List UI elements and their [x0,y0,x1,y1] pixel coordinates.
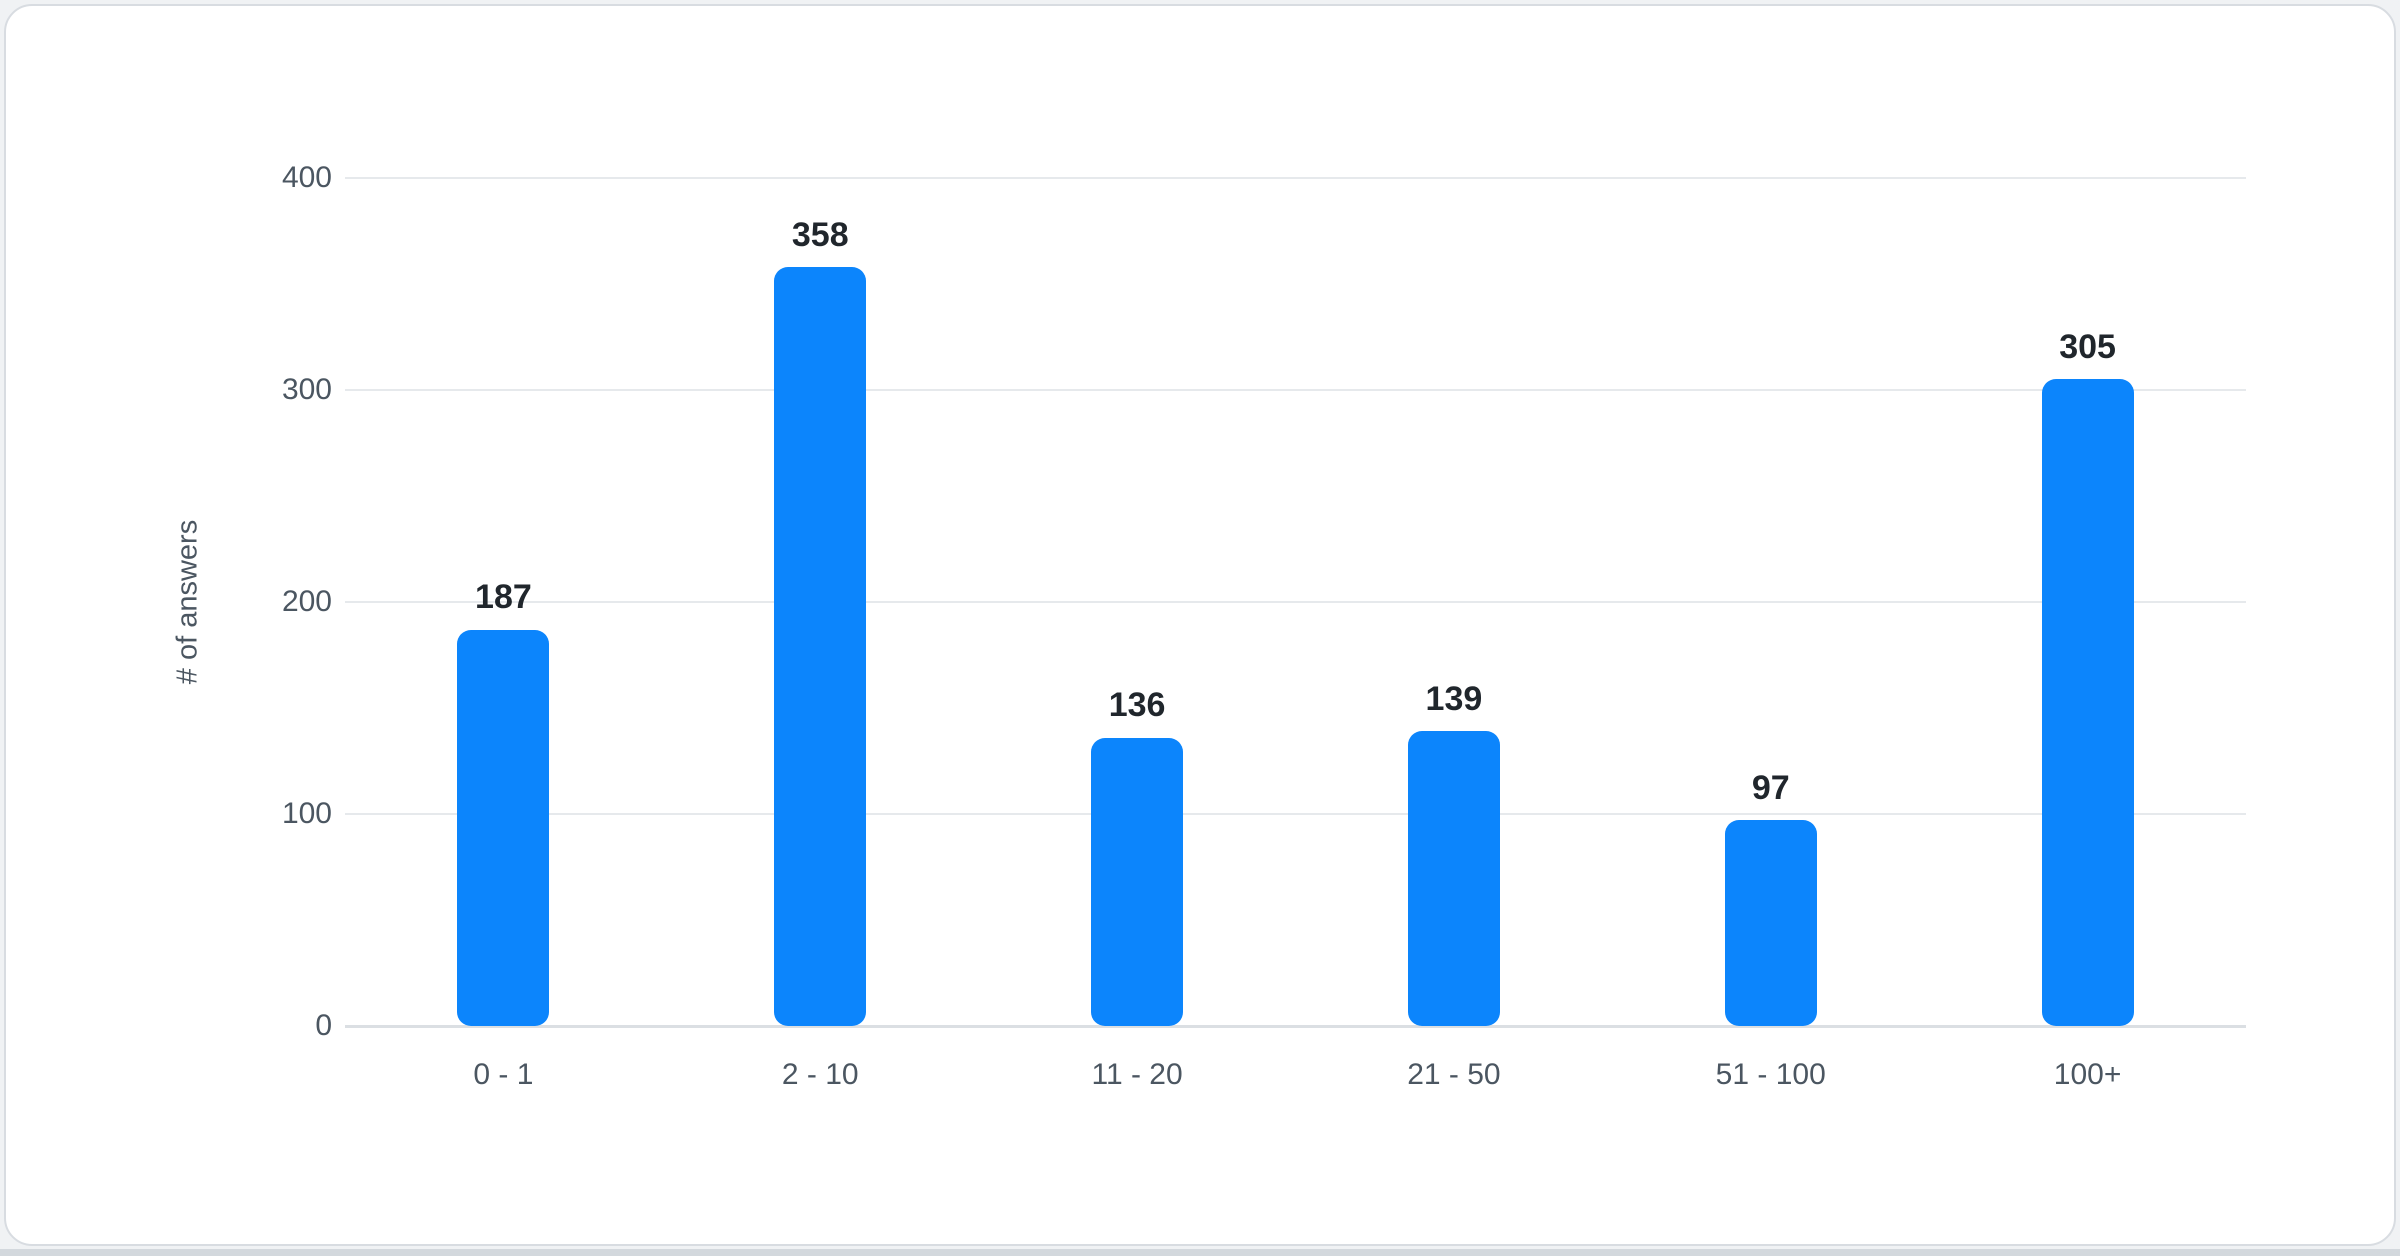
gridline-100 [345,813,2246,815]
bar [1724,820,1817,1026]
gridline-400 [345,177,2246,179]
chart-card: # of answers 400 300 200 100 0 187 358 1… [4,4,2396,1246]
bar-value-label: 139 [1425,679,1483,718]
bar [2041,379,2134,1026]
y-tick-label: 300 [281,373,332,406]
x-axis-tick-labels: 0 - 1 2 - 10 11 - 20 21 - 50 51 - 100 10… [345,1058,2246,1092]
bar [1091,737,1184,1026]
x-tick-label: 2 - 10 [781,1058,859,1091]
gridline-200 [345,601,2246,603]
bar-series: 187 358 136 139 97 305 [345,178,2246,1026]
bar-value-label: 136 [1108,686,1166,725]
x-tick-label: 51 - 100 [1715,1058,1826,1091]
page-bottom-edge [0,1249,2400,1256]
bar-group-11-20: 136 [979,178,1296,1026]
y-tick-label: 0 [315,1009,332,1042]
bar [774,267,867,1026]
bar-value-label: 187 [475,578,532,617]
bar-group-51-100: 97 [1612,178,1929,1026]
bar [457,629,550,1026]
gridline-300 [345,389,2246,391]
bar-value-label: 97 [1751,768,1790,807]
y-tick-label: 400 [281,161,332,194]
bar-value-label: 358 [791,215,849,254]
plot-area: 187 358 136 139 97 305 [345,177,2246,1028]
bar-group-0-1: 187 [345,178,662,1026]
bar-value-label: 305 [2059,328,2116,367]
x-tick-label: 21 - 50 [1407,1058,1501,1091]
y-tick-label: 200 [281,585,332,618]
x-tick-label: 11 - 20 [1091,1058,1183,1091]
gridline-0-baseline [345,1025,2246,1028]
x-tick-label: 0 - 1 [473,1058,534,1091]
y-tick-label: 100 [281,797,332,830]
bar-group-2-10: 358 [662,178,979,1026]
bar-group-21-50: 139 [1295,178,1612,1026]
y-axis-tick-labels: 400 300 200 100 0 [6,161,332,1042]
bar [1407,731,1500,1026]
bar-group-100-plus: 305 [1929,178,2246,1026]
x-tick-label: 100+ [2053,1058,2122,1091]
